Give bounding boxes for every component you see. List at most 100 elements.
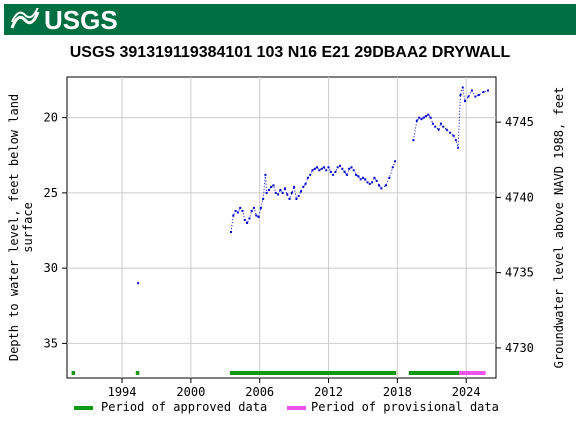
data-point <box>318 169 321 172</box>
data-point <box>293 185 296 188</box>
data-point <box>264 173 267 176</box>
data-point <box>371 181 374 184</box>
data-point <box>277 193 280 196</box>
data-point <box>295 197 298 200</box>
data-point <box>272 184 275 187</box>
y-right-tick-label: 4745 <box>505 115 534 129</box>
x-tick-label: 2012 <box>314 385 343 399</box>
data-point <box>290 191 293 194</box>
data-point <box>359 178 362 181</box>
y-left-axis-label: Depth to water level, feet below landsur… <box>7 94 35 361</box>
data-point <box>388 176 391 179</box>
data-point <box>412 139 415 142</box>
data-point <box>246 221 249 224</box>
data-point <box>477 94 480 97</box>
y-left-tick-label: 30 <box>44 261 58 275</box>
x-tick-label: 2018 <box>383 385 412 399</box>
approved-period-bar <box>71 371 76 375</box>
data-point <box>232 214 235 217</box>
data-point <box>288 197 291 200</box>
y-right-tick-label: 4730 <box>505 341 534 355</box>
data-point <box>306 176 309 179</box>
data-point <box>241 209 244 212</box>
data-point <box>418 116 421 119</box>
data-point <box>482 91 485 94</box>
data-point <box>297 194 300 197</box>
x-tick-label: 1994 <box>108 385 137 399</box>
approved-period-bar <box>229 371 397 375</box>
data-point <box>368 182 371 185</box>
data-point <box>300 190 302 193</box>
data-point <box>309 173 312 176</box>
data-point <box>350 166 353 169</box>
data-point <box>361 176 364 179</box>
x-tick-label: 2000 <box>176 385 205 399</box>
data-point <box>302 185 305 188</box>
data-point <box>434 125 437 128</box>
data-point <box>384 184 387 187</box>
data-point <box>334 170 337 173</box>
data-point <box>420 118 423 121</box>
data-point <box>137 282 140 285</box>
data-point <box>352 169 355 172</box>
data-point <box>474 95 477 98</box>
data-point <box>234 209 237 212</box>
data-point <box>470 89 473 92</box>
data-point <box>304 182 307 185</box>
data-point <box>415 119 418 122</box>
data-point <box>437 128 440 131</box>
data-point <box>449 131 452 134</box>
data-point <box>454 139 457 142</box>
data-point <box>486 89 489 92</box>
data-point <box>355 173 358 176</box>
data-point <box>325 169 328 172</box>
approved-period-bar <box>408 371 460 375</box>
data-point <box>322 166 325 169</box>
data-point <box>345 173 348 176</box>
data-point <box>259 206 262 209</box>
data-point <box>257 215 260 218</box>
usgs-logo: USGS <box>10 5 118 35</box>
data-point <box>248 217 251 220</box>
data-point <box>283 187 286 190</box>
data-point <box>252 206 255 209</box>
y-right-tick-label: 4735 <box>505 266 534 280</box>
data-point <box>442 125 445 128</box>
data-point <box>422 116 425 119</box>
data-point <box>332 173 335 176</box>
data-point <box>357 175 360 178</box>
x-tick-label: 2024 <box>452 385 481 399</box>
data-point <box>348 167 351 170</box>
data-point <box>339 164 341 167</box>
data-point <box>459 94 462 97</box>
data-point <box>380 187 383 190</box>
data-point <box>425 115 428 118</box>
data-point <box>341 167 344 170</box>
data-point <box>457 146 460 149</box>
chart-title: USGS 391319119384101 103 N16 E21 29DBAA2… <box>69 44 511 61</box>
data-point <box>366 181 369 184</box>
data-point <box>461 86 464 89</box>
data-point <box>431 122 434 125</box>
data-point <box>279 188 282 191</box>
data-point <box>274 191 277 194</box>
data-point <box>267 188 270 191</box>
data-point <box>329 170 332 173</box>
usgs-banner: USGS <box>4 4 576 35</box>
usgs-wave-icon <box>10 8 40 29</box>
data-point <box>373 176 376 179</box>
y-right-tick-label: 4740 <box>505 190 534 204</box>
data-point <box>239 206 242 209</box>
data-point <box>281 191 284 194</box>
data-point <box>391 166 394 169</box>
y-left-tick-label: 20 <box>44 111 58 125</box>
data-point <box>394 160 397 163</box>
data-point <box>439 122 442 125</box>
data-point <box>250 209 253 212</box>
data-point <box>243 218 246 221</box>
legend-provisional-label: Period of provisional data <box>311 400 499 414</box>
data-point <box>336 166 339 169</box>
approved-period-bar <box>135 371 140 375</box>
y-left-tick-label: 25 <box>44 186 58 200</box>
